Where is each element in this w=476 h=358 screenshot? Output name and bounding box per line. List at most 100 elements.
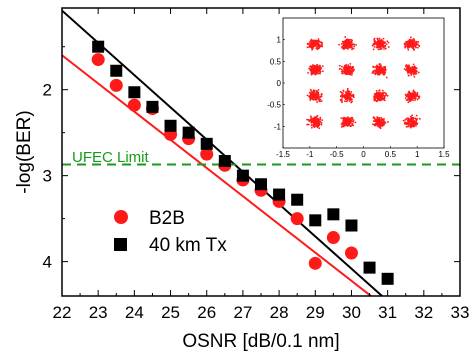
constellation-point [345,117,348,119]
constellation-point [349,92,352,95]
constellation-point [310,126,313,129]
tx40km-point [255,178,267,191]
constellation-point [352,95,355,97]
constellation-point [310,90,313,93]
constellation-point [340,99,342,102]
b2b-point [326,231,340,245]
constellation-point [412,90,415,93]
constellation-point [342,90,345,92]
constellation-point [316,41,319,44]
constellation-point [413,40,416,43]
constellation-point [381,40,384,42]
constellation-point [340,117,343,120]
constellation-point [378,89,381,92]
constellation-point [371,72,374,74]
constellation-point [338,67,341,70]
constellation-point [310,116,313,119]
constellation-point [309,69,312,71]
constellation-point [406,122,409,125]
constellation-point [349,121,351,124]
constellation-point [379,98,382,101]
constellation-point [404,45,407,48]
constellation-point [320,122,323,124]
x-axis-title: OSNR [dB/0.1 nm] [182,331,339,352]
constellation-point [350,98,353,101]
inset-x-tick-label: 0.5 [385,150,397,159]
tx40km-point [327,208,340,221]
constellation-point [349,70,351,73]
constellation-point [412,63,415,66]
constellation-point [319,96,321,99]
constellation-point [338,43,340,46]
tx40km-point [273,188,286,201]
constellation-point [318,45,321,47]
inset-y-tick-label: -0.5 [267,101,281,110]
constellation-point [340,98,343,101]
constellation-point [345,64,348,66]
constellation-point [347,64,350,67]
constellation-point [342,95,345,98]
constellation-point [407,125,409,128]
constellation-point [379,127,382,130]
y-tick-label: 2 [43,81,52,100]
constellation-point [341,46,344,49]
x-tick-label: 30 [342,303,361,322]
constellation-point [340,123,343,126]
constellation-point [341,45,344,48]
constellation-point [354,121,357,124]
x-tick-label: 22 [53,303,72,322]
data-points [91,40,394,285]
constellation-point [317,120,320,123]
constellation-point [320,123,323,126]
constellation-point [410,121,413,123]
constellation-point [349,45,352,47]
constellation-point [349,72,352,75]
constellation-point [372,70,374,73]
constellation-point [348,100,351,103]
constellation-point [350,116,353,119]
constellation-point [373,69,376,72]
constellation-point [405,99,408,101]
constellation-point [406,67,408,70]
fit-lines [62,9,384,296]
constellation-point [417,71,420,74]
constellation-point [376,121,379,124]
constellation-point [406,99,409,102]
legend-marker-40km [114,238,127,251]
constellation-point [412,73,415,76]
x-tick-label: 25 [161,303,180,322]
constellation-point [319,72,321,75]
constellation-point [344,66,347,69]
constellation-point [316,64,319,67]
constellation-point [349,98,352,100]
constellation-point [343,46,346,49]
constellation-point [345,120,347,123]
constellation-point [313,40,316,43]
y-tick-label: 3 [43,167,52,186]
constellation-point [375,93,378,96]
constellation-point [412,119,415,121]
constellation-point [384,67,387,70]
constellation-point [415,118,418,120]
constellation-point [344,36,347,38]
constellation-point [378,126,381,129]
constellation-point [417,46,419,49]
constellation-point [350,74,353,76]
constellation-point [343,118,346,120]
constellation-point [344,43,347,46]
constellation-point [407,118,410,120]
constellation-point [341,72,343,74]
constellation-point [347,93,349,96]
constellation-point [407,97,410,100]
constellation-point [315,121,317,123]
constellation-point [321,119,324,122]
constellation-point [310,97,313,100]
constellation-point [415,123,418,125]
tx40km-point [182,126,195,139]
constellation-point [378,62,381,65]
inset-x-tick-label: 1.5 [438,150,450,159]
constellation-point [309,88,312,91]
tx40km-point [128,86,141,99]
x-axis: 22 23 24 25 26 27 28 29 30 31 32 33 [53,8,469,322]
constellation-point [384,92,387,95]
